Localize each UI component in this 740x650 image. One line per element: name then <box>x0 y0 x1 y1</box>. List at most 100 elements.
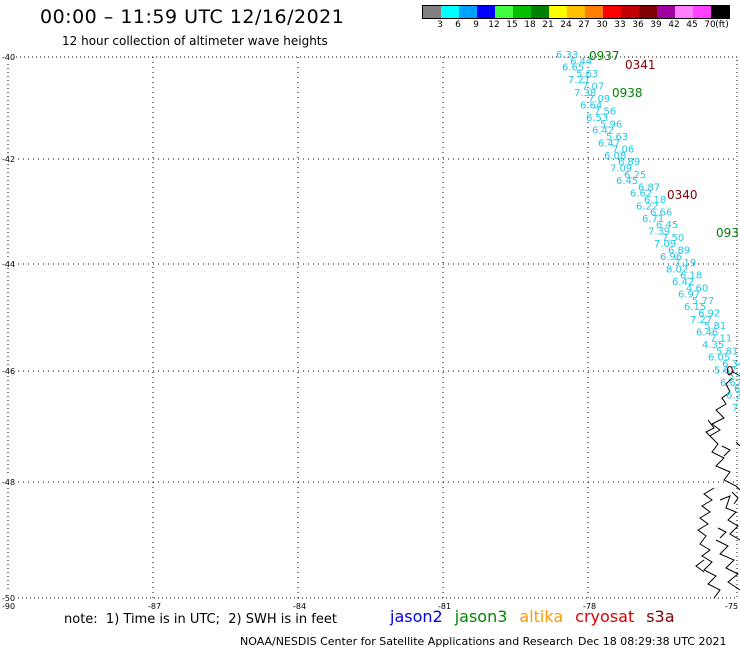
track-value: 6.87 <box>638 182 660 193</box>
track-value: 6.96 <box>660 252 682 263</box>
scale-label: 70 <box>704 20 716 30</box>
axis-labels: -40 -42 -44 -46 -48 -50-90 -87 -84 -81 -78 -75 <box>2 51 738 610</box>
track-value: 5.62 <box>714 365 736 376</box>
scale-swatch <box>603 6 621 18</box>
scale-swatch <box>585 6 603 18</box>
mission-legend: jason2 jason3 altika cryosat s3a <box>390 607 687 626</box>
track-value: 6.05 <box>708 353 730 364</box>
track-value: 6.53 <box>586 113 608 124</box>
latitude-label: -40 <box>2 53 15 62</box>
scale-swatch <box>459 6 477 18</box>
track-value: 6.67 <box>720 378 740 389</box>
scale-label: (ft) <box>715 20 729 30</box>
mission-jason3: jason3 <box>454 607 508 626</box>
track-value: 6.71 <box>642 214 664 225</box>
track-value: 6.47 <box>598 138 620 149</box>
scale-swatch <box>531 6 549 18</box>
scale-label: 30 <box>596 20 608 30</box>
track-value: 5.95 <box>728 372 740 383</box>
track-value: 6.44 <box>570 56 592 67</box>
scale-swatch <box>675 6 693 18</box>
scale-label: 42 <box>668 20 680 30</box>
track-value: 6.45 <box>616 176 638 187</box>
pass-time-label: 0 <box>726 364 734 378</box>
scale-swatch <box>549 6 567 18</box>
track-value: 6.65 <box>562 63 584 74</box>
scale-label: 39 <box>650 20 662 30</box>
track-value: 6.64 <box>580 100 602 111</box>
track-value: 5.77 <box>692 296 714 307</box>
track-value: 6.92 <box>698 309 720 320</box>
track-value: 7.39 <box>648 227 670 238</box>
coastline <box>695 371 740 599</box>
scale-swatch <box>693 6 711 18</box>
scale-swatch <box>423 6 441 18</box>
scale-swatch <box>441 6 459 18</box>
scale-label: 33 <box>614 20 626 30</box>
track-value: 6.18 <box>680 271 702 282</box>
color-scale-labels: 3 6 9 12 15 18 21 24 27 30 33 36 39 42 45 70 (ft) <box>422 20 732 32</box>
scale-label: 3 <box>437 20 443 30</box>
label-bg <box>2 476 16 486</box>
coastline-segment <box>695 559 705 573</box>
pass-time-label: 0341 <box>625 58 656 72</box>
longitude-label: -84 <box>293 602 306 610</box>
scale-swatch <box>639 6 657 18</box>
track-value: 5.81 <box>704 321 726 332</box>
longitude-label: -78 <box>583 602 596 610</box>
track-value: 6.42 <box>672 277 694 288</box>
track-value: 6.15 <box>684 302 706 313</box>
scale-label: 36 <box>632 20 644 30</box>
pass-time-label: 0937 <box>589 49 620 63</box>
coastline-segment <box>719 495 740 541</box>
track-value: 4.60 <box>686 283 708 294</box>
longitude-label: -90 <box>2 602 15 610</box>
scale-label: 18 <box>524 20 536 30</box>
scale-label: 24 <box>560 20 572 30</box>
scale-swatch <box>513 6 531 18</box>
mission-jason2: jason2 <box>390 607 443 626</box>
track-value: 6.25 <box>624 170 646 181</box>
track-value: 7.07 <box>582 82 604 93</box>
graticule-grid <box>8 57 737 598</box>
coastline-segment <box>735 441 740 447</box>
label-bg <box>2 258 16 268</box>
label-bg <box>2 365 16 375</box>
track-value: 7.19 <box>674 258 696 269</box>
wave-height-color-scale <box>422 5 730 19</box>
track-value: 7.11 <box>710 334 732 345</box>
scale-swatch <box>495 6 513 18</box>
track-value: 4.35 <box>702 340 724 351</box>
latitude-label: -44 <box>2 260 15 269</box>
scale-swatch <box>477 6 495 18</box>
altimeter-track-values: 6.336.446.655.637.217.077.387.096.647.56… <box>556 49 740 414</box>
coastline-segment <box>731 491 739 505</box>
track-value: 6.89 <box>618 157 640 168</box>
label-bg <box>2 51 16 61</box>
track-value: 6.22 <box>636 201 658 212</box>
track-value: 7.56 <box>594 107 616 118</box>
label-bg <box>2 592 16 602</box>
latitude-label: -42 <box>2 155 15 164</box>
track-value: 6.42 <box>592 126 614 137</box>
page-title: 00:00 – 11:59 UTC 12/16/2021 <box>40 6 345 28</box>
longitude-label: -75 <box>725 602 738 610</box>
track-value: 6.97 <box>678 290 700 301</box>
map-plot: -40 -42 -44 -46 -48 -50-90 -87 -84 -81 -78 -75 6.3… <box>2 49 740 610</box>
scale-swatch <box>567 6 585 18</box>
track-value: 6.33 <box>556 50 578 61</box>
pass-time-label: 093 <box>716 226 739 240</box>
track-value: 6.18 <box>644 195 666 206</box>
pass-time-label: 0938 <box>612 86 643 100</box>
track-value: 6.25 <box>726 390 740 401</box>
track-value: 5.63 <box>576 69 598 80</box>
track-value: 6.08 <box>604 151 626 162</box>
track-value: 6.50 <box>734 384 740 395</box>
timestamp-text: Dec 18 08:29:38 UTC 2021 <box>578 635 727 648</box>
track-value: 6.89 <box>668 245 690 256</box>
mission-s3a: s3a <box>646 607 675 626</box>
latitude-label: -46 <box>2 367 15 376</box>
track-value: 7.38 <box>574 88 596 99</box>
credit-text: NOAA/NESDIS Center for Satellite Applica… <box>240 635 574 648</box>
coastline-segment <box>721 445 731 457</box>
